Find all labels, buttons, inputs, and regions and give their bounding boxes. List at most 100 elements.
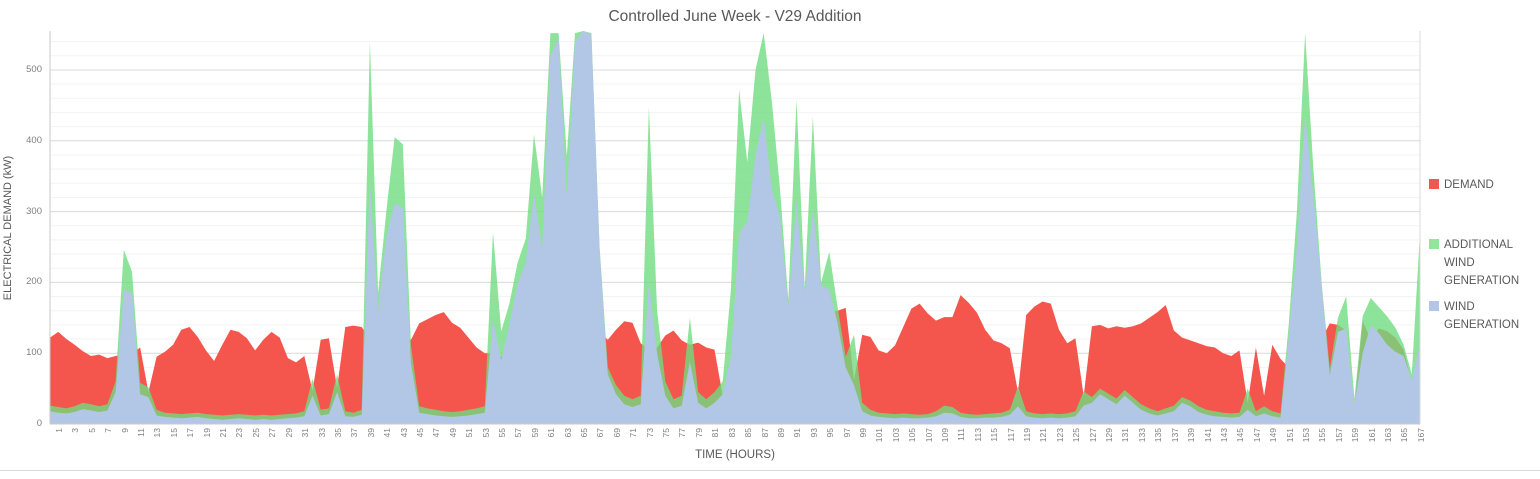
x-tick-label: 65	[579, 428, 590, 438]
legend-item-demand: DEMAND	[1429, 176, 1494, 194]
x-tick-label: 143	[1218, 428, 1229, 443]
x-tick-label: 55	[496, 428, 507, 438]
x-tick-label: 127	[1087, 428, 1098, 443]
x-tick-label: 149	[1268, 428, 1279, 443]
y-tick-label: 0	[36, 418, 42, 429]
x-tick-label: 93	[808, 428, 819, 438]
x-tick-label: 25	[250, 428, 261, 438]
x-tick-label: 131	[1120, 428, 1131, 443]
x-tick-label: 125	[1071, 428, 1082, 443]
x-tick-label: 61	[546, 428, 557, 438]
x-tick-label: 159	[1350, 428, 1361, 443]
x-tick-label: 45	[414, 428, 425, 438]
x-tick-label: 31	[300, 428, 311, 438]
x-tick-label: 153	[1300, 428, 1311, 443]
x-tick-label: 137	[1169, 428, 1180, 443]
x-tick-label: 89	[775, 428, 786, 438]
x-tick-label: 27	[267, 428, 278, 438]
x-tick-label: 155	[1317, 428, 1328, 443]
x-tick-label: 33	[316, 428, 327, 438]
x-tick-label: 115	[989, 428, 1000, 442]
x-tick-label: 1	[54, 428, 64, 433]
x-tick-label: 165	[1399, 428, 1410, 443]
x-tick-label: 3	[70, 428, 81, 433]
x-tick-label: 147	[1251, 428, 1262, 443]
x-tick-label: 53	[480, 428, 491, 438]
x-tick-label: 163	[1382, 428, 1393, 443]
x-tick-label: 15	[168, 428, 179, 438]
x-tick-label: 73	[644, 428, 655, 438]
x-tick-label: 141	[1202, 428, 1213, 443]
x-tick-label: 161	[1366, 428, 1377, 443]
x-tick-label: 83	[726, 428, 737, 438]
x-tick-label: 79	[693, 428, 704, 438]
y-tick-label: 300	[26, 205, 42, 217]
x-tick-label: 35	[332, 428, 343, 438]
x-tick-label: 67	[595, 428, 606, 438]
x-tick-label: 43	[398, 428, 409, 438]
wind-swatch-icon	[1429, 301, 1439, 311]
x-tick-label: 7	[103, 428, 114, 433]
x-tick-label: 101	[874, 428, 885, 443]
additional-wind-swatch-icon	[1429, 239, 1439, 249]
x-tick-label: 91	[792, 428, 803, 438]
x-tick-label: 95	[825, 428, 836, 438]
chart-title: Controlled June Week - V29 Addition	[608, 8, 862, 25]
x-tick-label: 121	[1038, 428, 1049, 443]
chart-bottom-border	[0, 470, 1540, 471]
x-tick-label: 85	[743, 428, 754, 438]
x-tick-label: 151	[1284, 428, 1295, 443]
x-tick-label: 75	[661, 428, 672, 438]
x-tick-label: 59	[529, 428, 540, 438]
x-tick-label: 11	[136, 428, 147, 437]
x-tick-label: 41	[382, 428, 393, 438]
legend-item-additional-wind: ADDITIONAL WIND GENERATION	[1429, 236, 1537, 290]
x-tick-label: 29	[283, 428, 294, 438]
x-tick-label: 57	[513, 428, 524, 438]
x-tick-label: 167	[1415, 428, 1426, 443]
x-axis-title: TIME (HOURS)	[695, 449, 775, 461]
x-tick-label: 133	[1136, 428, 1147, 443]
y-tick-label: 500	[26, 63, 42, 75]
x-tick-label: 13	[152, 428, 163, 438]
x-tick-label: 139	[1186, 428, 1197, 443]
legend-label: WIND GENERATION	[1444, 301, 1520, 331]
x-tick-label: 63	[562, 428, 573, 438]
x-tick-label: 21	[218, 428, 229, 438]
x-tick-label: 81	[710, 428, 721, 438]
y-tick-label: 400	[26, 134, 42, 146]
x-tick-label: 157	[1333, 428, 1344, 443]
y-axis-title: ELECTRICAL DEMAND (kW)	[2, 155, 14, 301]
legend-label: ADDITIONAL WIND GENERATION	[1444, 239, 1520, 287]
x-tick-label: 71	[628, 428, 639, 438]
x-tick-label: 103	[890, 428, 901, 443]
x-tick-label: 51	[464, 428, 475, 438]
legend-label: DEMAND	[1444, 179, 1494, 191]
x-tick-label: 111	[956, 428, 967, 441]
x-tick-label: 119	[1022, 428, 1033, 442]
x-tick-label: 113	[972, 428, 983, 442]
x-tick-label: 117	[1005, 428, 1016, 442]
x-tick-label: 123	[1054, 428, 1065, 443]
x-tick-label: 39	[365, 428, 376, 438]
y-tick-label: 200	[26, 276, 42, 288]
x-tick-label: 17	[185, 428, 196, 438]
x-tick-label: 109	[939, 428, 950, 443]
demand-swatch-icon	[1429, 179, 1439, 189]
x-tick-label: 87	[759, 428, 770, 438]
legend-item-wind: WIND GENERATION	[1429, 298, 1537, 334]
x-tick-label: 19	[201, 428, 212, 438]
x-tick-label: 135	[1153, 428, 1164, 443]
x-tick-label: 77	[677, 428, 688, 438]
x-tick-label: 69	[611, 428, 622, 438]
x-tick-label: 105	[907, 428, 918, 443]
x-tick-label: 23	[234, 428, 245, 438]
x-tick-label: 129	[1104, 428, 1115, 443]
x-tick-label: 9	[119, 428, 130, 433]
wind-generation-area	[50, 31, 1420, 424]
x-tick-label: 99	[857, 428, 868, 438]
x-tick-label: 49	[447, 428, 458, 438]
x-tick-label: 5	[86, 428, 97, 433]
